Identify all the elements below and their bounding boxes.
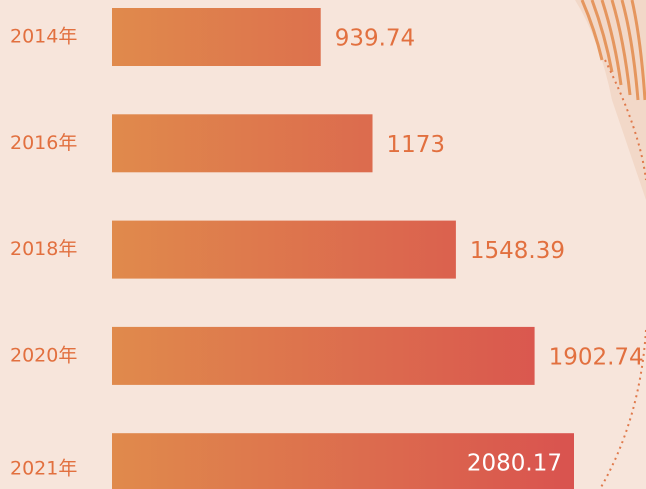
value-label: 1902.74: [549, 344, 644, 370]
chart: 2014年 939.74 2016年 1173 2018年 1548.39 2020年 190…: [0, 0, 646, 489]
value-label: 1548.39: [470, 238, 565, 264]
bar: [112, 327, 535, 385]
value-label: 2080.17: [467, 451, 562, 477]
bar: [112, 8, 321, 66]
category-label: 2016年: [10, 132, 77, 154]
bar: [112, 221, 456, 279]
category-label: 2014年: [10, 26, 77, 48]
category-label: 2018年: [10, 238, 77, 260]
category-label: 2021年: [10, 458, 77, 480]
page: 2014年 939.74 2016年 1173 2018年 1548.39 2020年 190…: [0, 0, 646, 489]
value-label: 1173: [387, 132, 446, 158]
category-label: 2020年: [10, 344, 77, 366]
value-label: 939.74: [335, 26, 415, 52]
bar: [112, 114, 373, 172]
